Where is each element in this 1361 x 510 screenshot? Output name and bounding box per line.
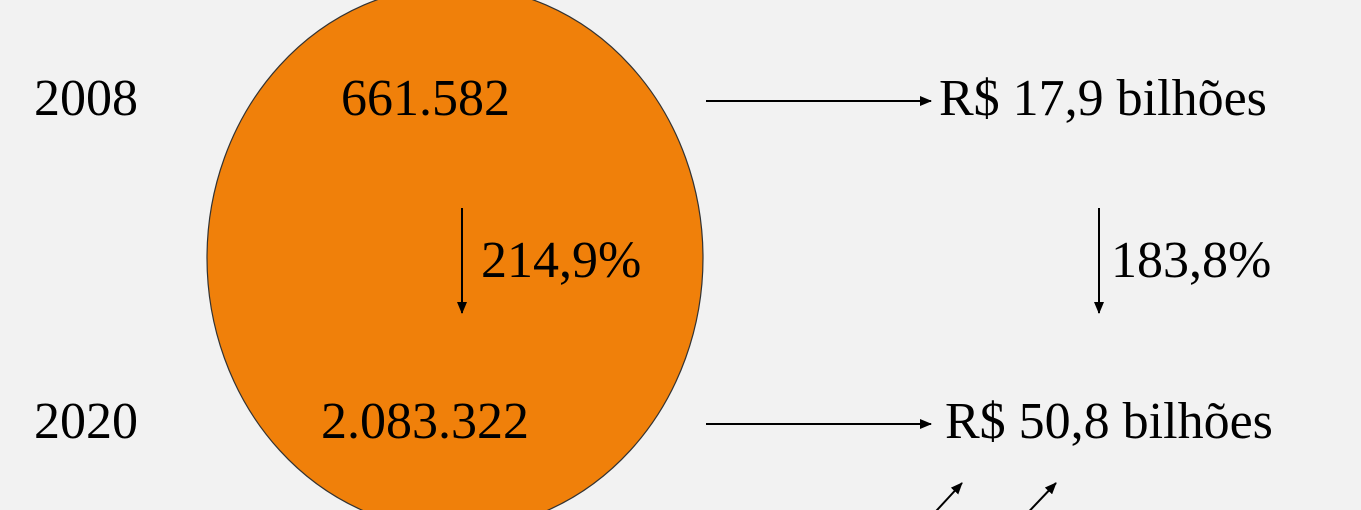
population-growth-label: 214,9%: [481, 232, 642, 289]
year-2020-label: 2020: [34, 393, 138, 450]
amount-2020-label: R$ 50,8 bilhões: [945, 393, 1273, 450]
amount-growth-label: 183,8%: [1111, 232, 1272, 289]
diagonal-arrow-right: [1029, 482, 1057, 510]
year-2008-label: 2008: [34, 70, 138, 127]
population-circle: [206, 0, 704, 510]
population-2020-value: 2.083.322: [321, 393, 529, 450]
amount-2008-label: R$ 17,9 bilhões: [939, 70, 1267, 127]
population-2008-value: 661.582: [341, 70, 510, 127]
diagonal-arrow-left: [935, 482, 963, 510]
